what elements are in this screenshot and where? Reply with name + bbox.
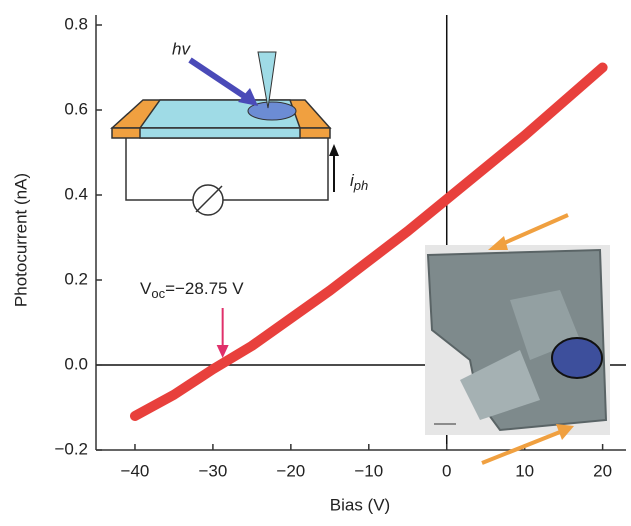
annotation: V — [140, 279, 152, 298]
annotation: Voc=−28.75 V — [140, 279, 244, 301]
x-tick-label: −40 — [121, 461, 150, 480]
device-schematic — [110, 51, 339, 216]
y-tick-label: 0.2 — [64, 269, 88, 288]
micrograph — [425, 213, 610, 465]
y-tick-label: 0.0 — [64, 354, 88, 373]
x-tick-label: −30 — [198, 461, 227, 480]
plot-area: −0.2 0.0 0.2 0.4 0.6 0.8 −40 −30 −20 −10 0 10 20 Voc=… — [54, 14, 626, 480]
annotation: =−28.75 V — [165, 279, 244, 298]
data-line — [129, 62, 608, 421]
x-tick-label: −10 — [354, 461, 383, 480]
annotation-arrowhead — [216, 345, 229, 358]
inset-label: ph — [353, 178, 368, 193]
y-tick-label: 0.4 — [64, 184, 88, 203]
x-tick-label: 10 — [515, 461, 534, 480]
x-tick-label: 20 — [593, 461, 612, 480]
x-axis-label: Bias (V) — [330, 495, 390, 514]
y-tick-label: 0.6 — [64, 99, 88, 118]
y-axis-label: Photocurrent (nA) — [11, 173, 30, 307]
inset-label: hv — [172, 39, 191, 58]
x-tick-label: 0 — [442, 461, 451, 480]
x-tick-label: −20 — [276, 461, 305, 480]
inset-label: i — [350, 171, 355, 190]
y-tick-label: −0.2 — [54, 439, 88, 458]
y-tick-label: 0.8 — [64, 14, 88, 33]
inset-label: iph — [350, 171, 368, 193]
annotation: oc — [151, 286, 165, 301]
